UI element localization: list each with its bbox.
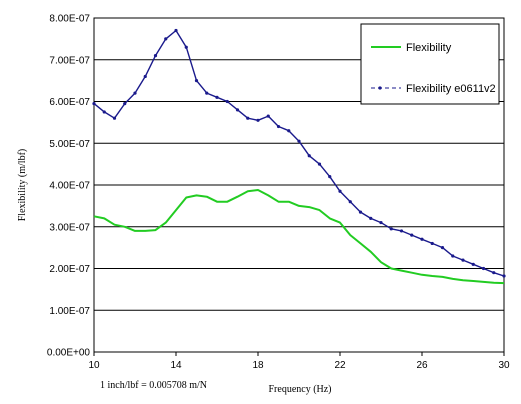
data-point [461, 258, 465, 262]
data-point [225, 99, 229, 104]
data-point [246, 116, 250, 120]
data-point [143, 74, 147, 79]
data-point [102, 110, 106, 114]
data-point [153, 53, 158, 58]
legend-label-flexibility-e0611v2: Flexibility e0611v2 [406, 83, 496, 95]
series-flexibility [93, 189, 505, 285]
data-point [379, 220, 383, 225]
data-point [348, 200, 352, 204]
data-point [502, 274, 506, 278]
y-tick-label: 3.00E-07 [49, 222, 90, 233]
data-point [92, 101, 96, 106]
data-point [184, 45, 188, 49]
data-point [174, 28, 178, 33]
data-point [492, 271, 496, 275]
y-tick-label: 1.00E-07 [49, 306, 90, 317]
x-tick-label: 22 [334, 360, 346, 371]
x-tick-label: 14 [170, 360, 182, 371]
conversion-note: 1 inch/lbf = 0.005708 m/N [100, 380, 208, 391]
data-point [369, 216, 373, 220]
x-tick-labels: 10 14 18 22 26 30 [88, 352, 510, 371]
y-tick-label: 4.00E-07 [49, 181, 90, 192]
y-tick-label: 7.00E-07 [49, 55, 90, 66]
y-tick-label: 6.00E-07 [49, 97, 90, 108]
x-tick-label: 30 [498, 360, 510, 371]
x-tick-label: 18 [252, 360, 264, 371]
series-flexibility-e0611v2 [92, 28, 506, 278]
data-point [420, 237, 424, 241]
legend-marker-flexibility-e0611v2 [378, 86, 382, 90]
data-point [430, 241, 434, 246]
data-point [194, 79, 199, 83]
data-point [235, 108, 240, 112]
data-point [297, 139, 301, 143]
series-layer [92, 28, 506, 285]
data-point [471, 262, 475, 266]
legend: Flexibility Flexibility e0611v2 [360, 23, 500, 105]
x-tick-label: 10 [88, 360, 100, 371]
data-point [317, 162, 322, 166]
data-point [205, 91, 209, 95]
data-point [410, 233, 414, 237]
series-line [93, 189, 505, 285]
data-point [358, 210, 363, 214]
data-point [451, 254, 455, 258]
data-point [389, 227, 393, 231]
legend-label-flexibility: Flexibility [406, 42, 452, 54]
data-point [123, 101, 127, 106]
y-tick-labels: 0.00E+00 1.00E-07 2.00E-07 3.00E-07 4.00E-07… [47, 14, 91, 359]
data-point [276, 124, 281, 129]
data-point [481, 266, 486, 271]
data-point [133, 91, 137, 95]
y-tick-label: 8.00E-07 [49, 14, 90, 25]
data-point [215, 95, 219, 99]
x-axis-title: Frequency (Hz) [268, 384, 331, 395]
y-tick-label: 2.00E-07 [49, 264, 90, 275]
data-point [256, 118, 260, 122]
y-tick-label: 5.00E-07 [49, 139, 90, 150]
x-tick-label: 26 [416, 360, 428, 371]
y-tick-label: 0.00E+00 [47, 348, 91, 359]
data-point [307, 154, 311, 158]
legend-box [360, 23, 500, 105]
data-point [164, 37, 168, 41]
y-axis-title: Flexibility (m/lbf) [17, 149, 28, 222]
data-point [266, 114, 270, 118]
data-point [399, 229, 404, 233]
data-point [328, 175, 332, 179]
data-point [440, 246, 445, 250]
data-point [338, 189, 342, 193]
data-point [112, 116, 117, 120]
data-point [287, 129, 291, 133]
